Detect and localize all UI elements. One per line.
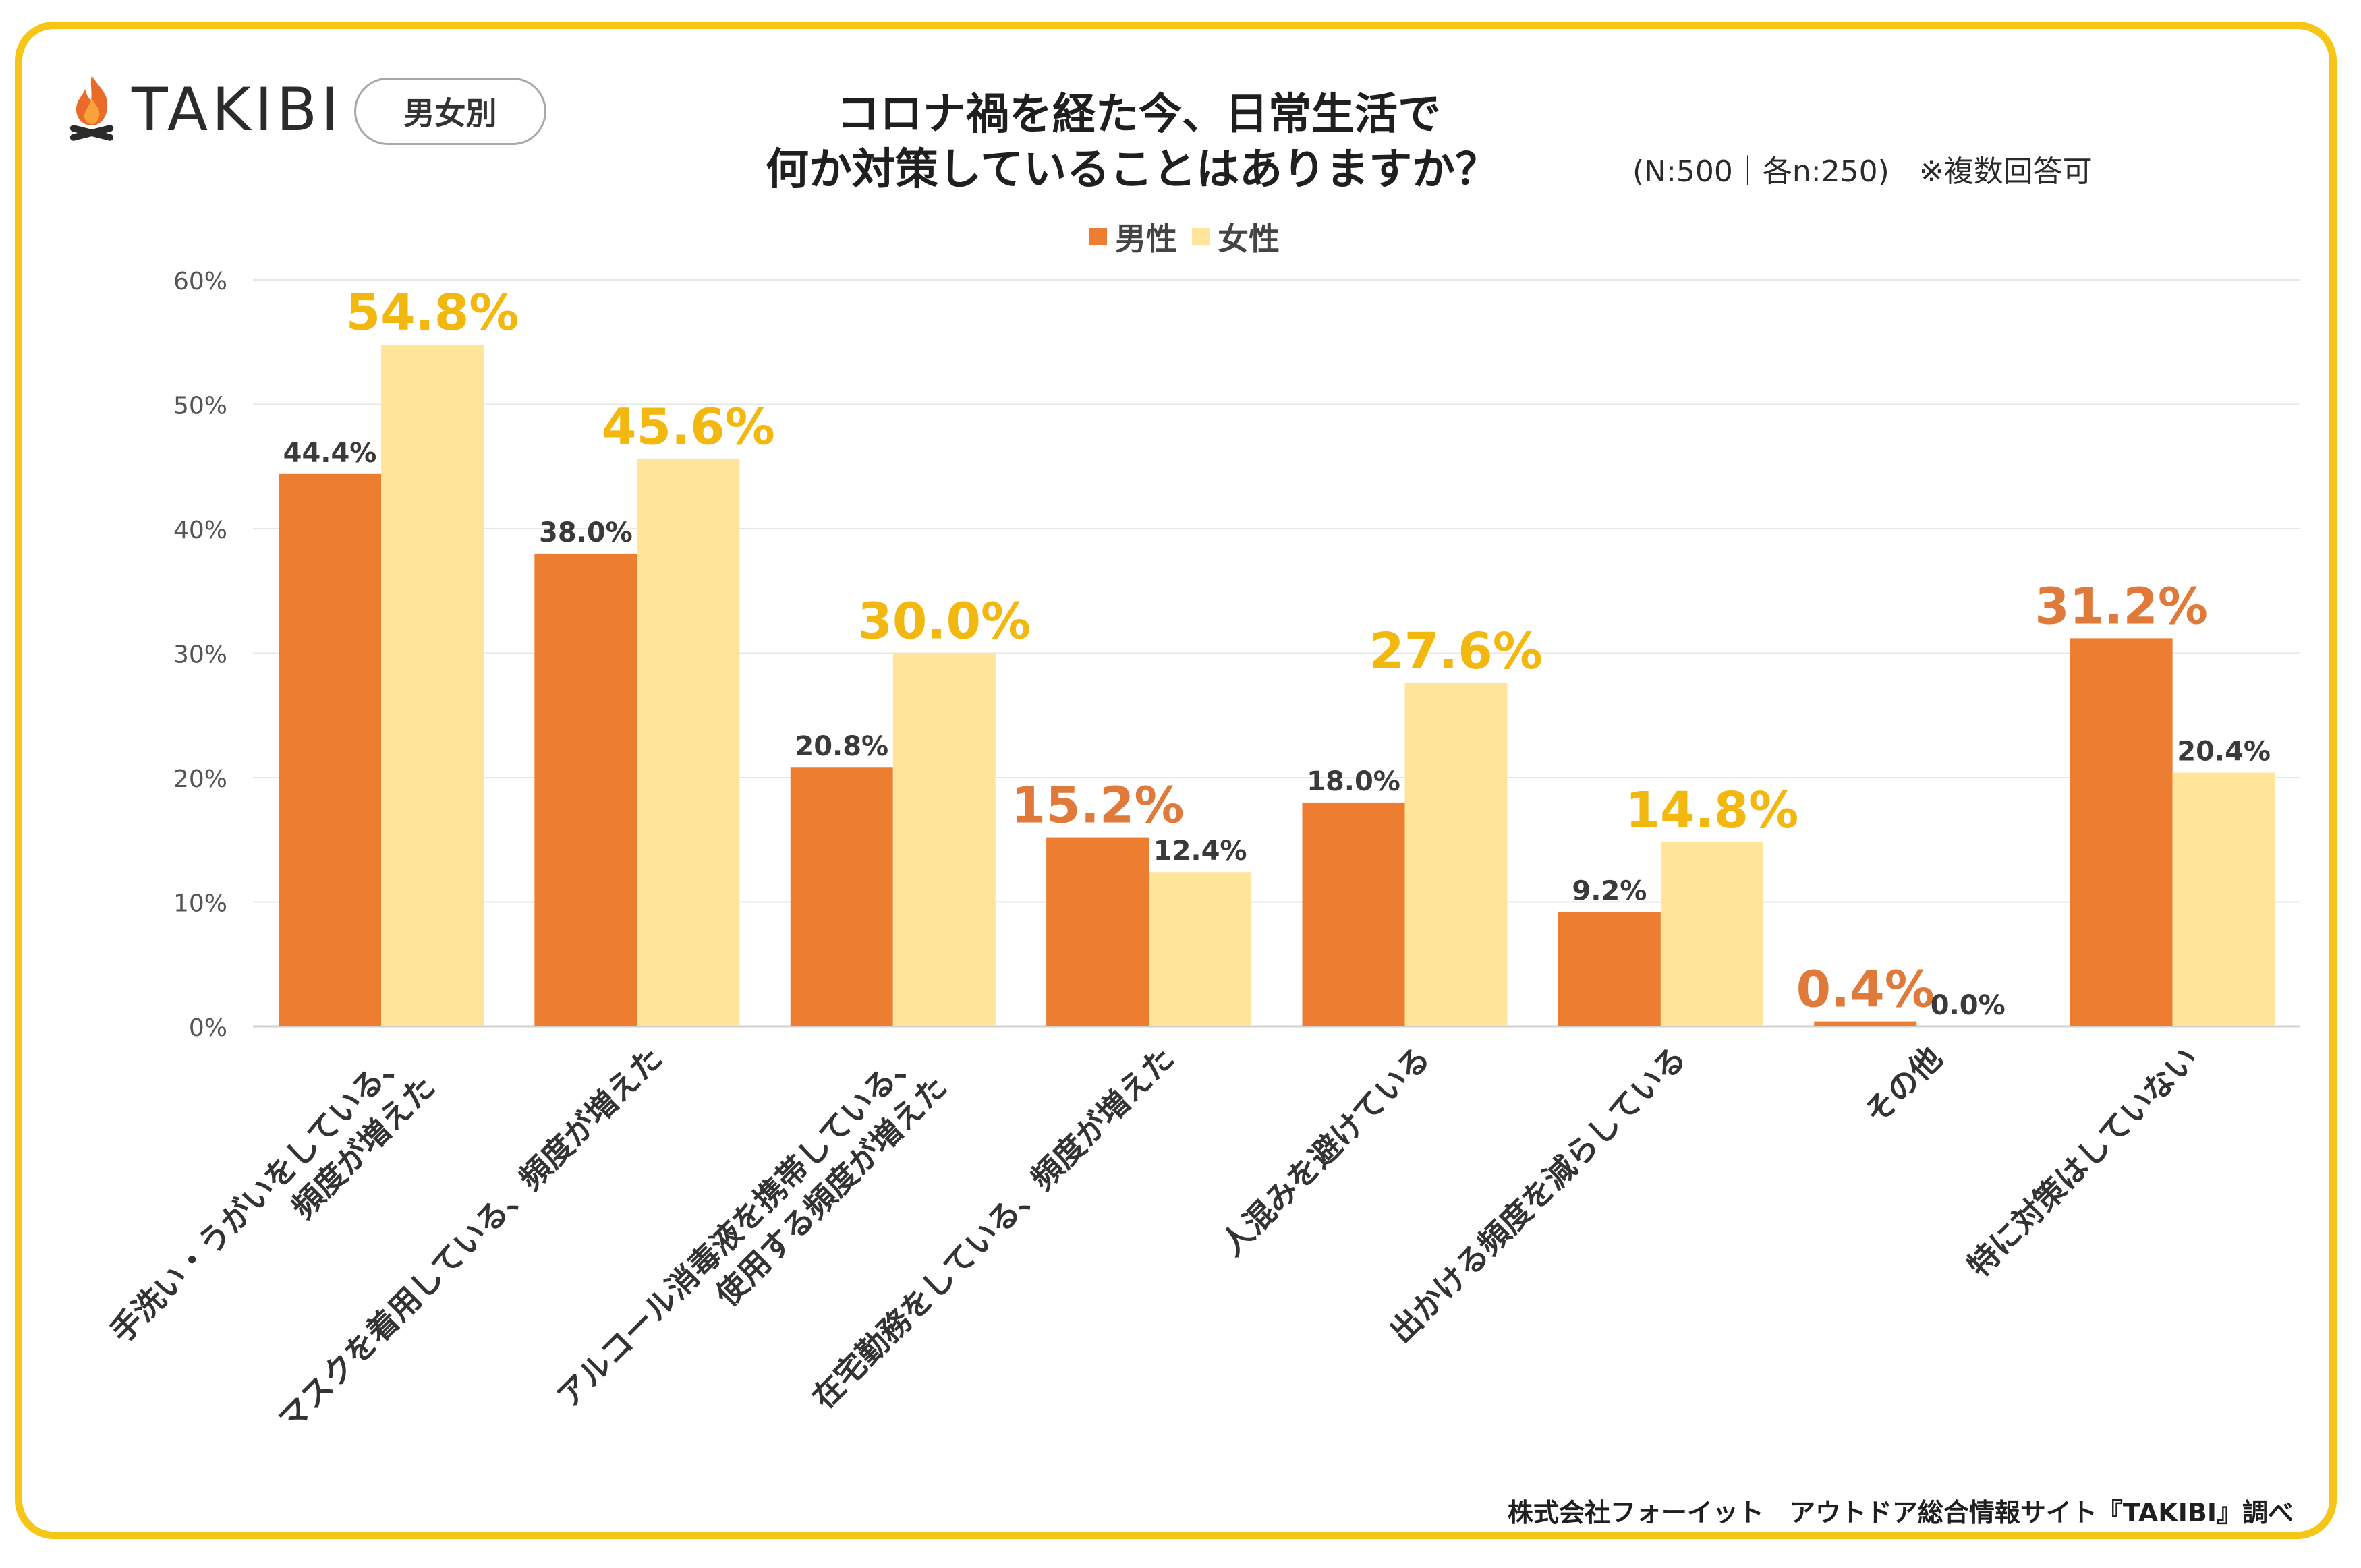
bar-female: [1149, 872, 1252, 1026]
bar-female: [1404, 683, 1508, 1026]
y-tick-label: 50%: [173, 393, 227, 420]
data-label-female: 0.0%: [1931, 990, 2006, 1021]
bar-male: [279, 473, 381, 1026]
bar-female: [381, 344, 484, 1026]
data-label-female: 12.4%: [1154, 836, 1247, 867]
data-label-female: 54.8%: [346, 284, 519, 342]
y-tick-label: 0%: [189, 1014, 227, 1042]
x-tick-label-line: 手洗い・うがいをしている、: [103, 1040, 414, 1350]
data-label-male: 15.2%: [1011, 777, 1185, 835]
data-label-male: 18.0%: [1307, 766, 1400, 797]
legend-label-male: 男性: [1115, 221, 1177, 257]
category-tag: 男女別: [354, 78, 546, 145]
legend-swatch-female: [1192, 228, 1210, 245]
bar-female: [892, 653, 996, 1026]
campfire-icon: [69, 76, 114, 141]
bar-male: [1046, 837, 1149, 1026]
chart-title-line-1: コロナ禍を経た今、日常生活で: [836, 90, 1441, 140]
brand-name: TAKIBI: [132, 75, 343, 144]
bar-female: [2172, 772, 2275, 1026]
x-tick-label-line: その他: [1857, 1040, 1949, 1132]
y-tick-label: 30%: [173, 641, 227, 669]
data-label-female: 30.0%: [857, 593, 1031, 651]
x-tick-label: 出かける頻度を減らしている: [1383, 1040, 1693, 1350]
brand-logo: TAKIBI: [64, 73, 343, 147]
bar-male: [534, 553, 637, 1026]
x-tick-label: 特に対策はしていない: [1960, 1040, 2204, 1284]
bar-male: [790, 767, 893, 1026]
data-label-male: 0.4%: [1796, 961, 1935, 1019]
x-tick-label-line: 出かける頻度を減らしている: [1383, 1040, 1693, 1350]
x-tick-label: 人混みを避けている: [1214, 1040, 1437, 1263]
legend-swatch-male: [1089, 228, 1107, 245]
data-label-female: 20.4%: [2177, 736, 2271, 767]
data-label-male: 20.8%: [795, 731, 888, 762]
bar-male: [1558, 912, 1661, 1026]
bar-male: [1302, 802, 1405, 1026]
data-label-female: 45.6%: [602, 399, 775, 457]
legend-item-male: 男性: [1089, 214, 1177, 259]
data-label-male: 38.0%: [539, 517, 633, 548]
data-label-female: 14.8%: [1626, 782, 1799, 840]
y-tick-label: 10%: [173, 890, 227, 918]
x-tick-label-line: 人混みを避けている: [1214, 1040, 1437, 1263]
x-tick-label-line: 特に対策はしていない: [1960, 1040, 2204, 1284]
chart-title-line-2: 何か対策していることはありますか？: [766, 145, 1499, 195]
bar-male: [2070, 638, 2173, 1026]
source-credit: 株式会社フォーイット アウトドア総合情報サイト『TAKIBI』調べ: [1507, 1498, 2294, 1528]
chart-subtitle: (N:500｜各n:250) ※複数回答可: [1632, 154, 2093, 189]
legend-item-female: 女性: [1192, 214, 1280, 259]
y-tick-label: 20%: [173, 765, 227, 793]
data-label-female: 27.6%: [1369, 622, 1543, 680]
x-tick-label: その他: [1857, 1040, 1949, 1132]
data-label-male: 9.2%: [1572, 875, 1647, 906]
bar-male: [1814, 1021, 1917, 1026]
data-label-male: 31.2%: [2035, 577, 2208, 635]
data-label-male: 44.4%: [283, 438, 377, 469]
bar-female: [1660, 842, 1763, 1026]
chart-legend: 男性 女性: [1089, 214, 1295, 259]
legend-label-female: 女性: [1218, 221, 1280, 257]
y-tick-label: 40%: [173, 517, 227, 544]
x-tick-label-line: 使用する頻度が増えた: [709, 1068, 954, 1313]
bar-female: [637, 459, 740, 1026]
y-tick-label: 60%: [173, 268, 227, 295]
